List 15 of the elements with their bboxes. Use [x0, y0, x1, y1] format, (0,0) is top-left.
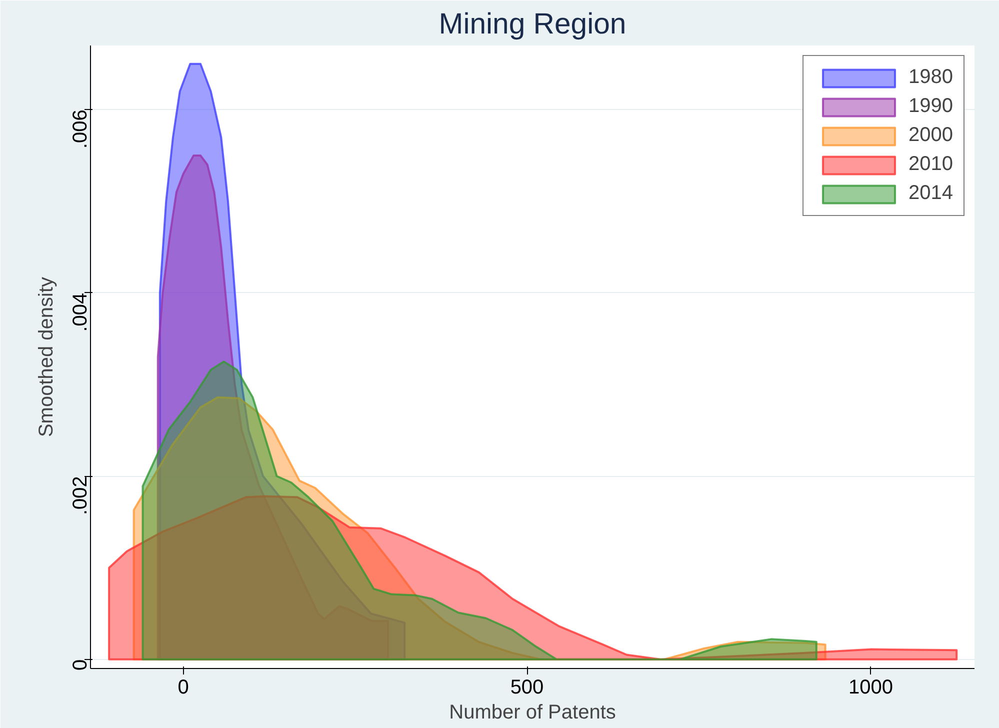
legend-label: 1980 — [908, 66, 953, 89]
chart-title: Mining Region — [438, 8, 626, 40]
x-tick-label: 0 — [178, 676, 189, 698]
legend-label: 1990 — [908, 95, 953, 118]
legend-label: 2000 — [908, 124, 953, 147]
y-tick-label: .002 — [70, 476, 92, 516]
y-tick-label: 0 — [70, 659, 92, 670]
y-axis-title: Smoothed density — [36, 276, 58, 438]
legend-label: 2010 — [908, 153, 953, 176]
x-tick-label: 1000 — [848, 676, 893, 698]
x-axis-title: Number of Patents — [449, 702, 616, 724]
y-tick-label: .004 — [70, 292, 92, 332]
x-tick-label: 500 — [510, 676, 544, 698]
y-tick-label: .006 — [70, 110, 92, 149]
legend-label: 2014 — [908, 182, 953, 205]
